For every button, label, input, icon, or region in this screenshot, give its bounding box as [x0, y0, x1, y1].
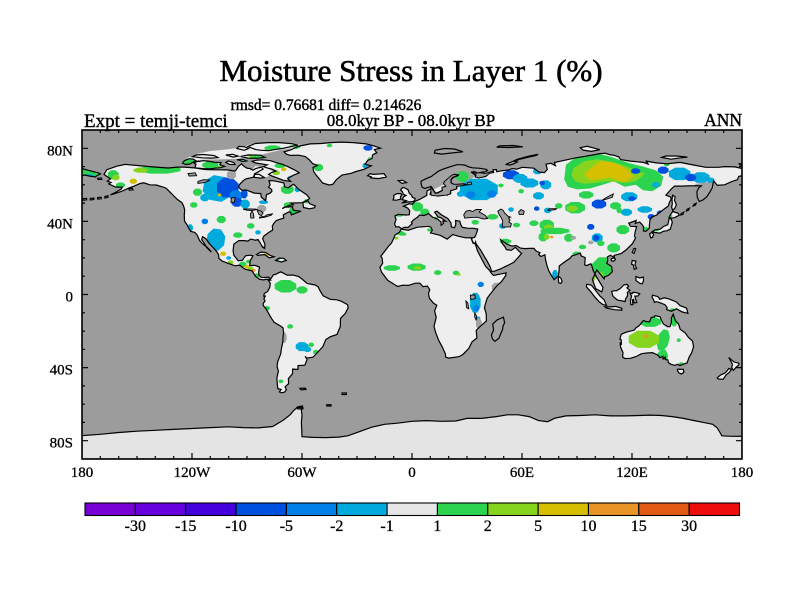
svg-text:80N: 80N [47, 143, 73, 159]
svg-text:2: 2 [484, 518, 492, 535]
svg-text:0: 0 [408, 465, 416, 481]
svg-text:80S: 80S [50, 436, 73, 452]
svg-text:120W: 120W [174, 465, 212, 481]
svg-text:08.0kyr BP - 08.0kyr BP: 08.0kyr BP - 08.0kyr BP [327, 111, 495, 130]
svg-text:180: 180 [71, 465, 94, 481]
svg-text:-5: -5 [280, 518, 293, 535]
svg-text:Expt = temji-temci: Expt = temji-temci [84, 111, 228, 132]
svg-text:60E: 60E [510, 465, 534, 481]
svg-text:-15: -15 [175, 518, 196, 535]
svg-text:10: 10 [580, 518, 596, 535]
svg-text:1: 1 [433, 518, 441, 535]
svg-text:0: 0 [66, 290, 74, 306]
svg-text:30: 30 [681, 518, 697, 535]
svg-text:5: 5 [534, 518, 542, 535]
svg-text:40N: 40N [47, 216, 73, 232]
svg-text:rmsd= 0.76681 diff= 0.214626: rmsd= 0.76681 diff= 0.214626 [231, 97, 422, 114]
svg-text:-1: -1 [380, 518, 393, 535]
svg-text:15: 15 [631, 518, 647, 535]
svg-text:-10: -10 [225, 518, 246, 535]
svg-text:Moisture Stress in Layer 1 (%): Moisture Stress in Layer 1 (%) [219, 53, 602, 88]
svg-text:ANN: ANN [704, 110, 742, 130]
svg-text:-30: -30 [125, 518, 146, 535]
svg-text:-2: -2 [330, 518, 343, 535]
svg-text:60W: 60W [287, 465, 317, 481]
svg-text:180: 180 [731, 465, 754, 481]
svg-text:120E: 120E [616, 465, 648, 481]
svg-text:40S: 40S [50, 363, 73, 379]
